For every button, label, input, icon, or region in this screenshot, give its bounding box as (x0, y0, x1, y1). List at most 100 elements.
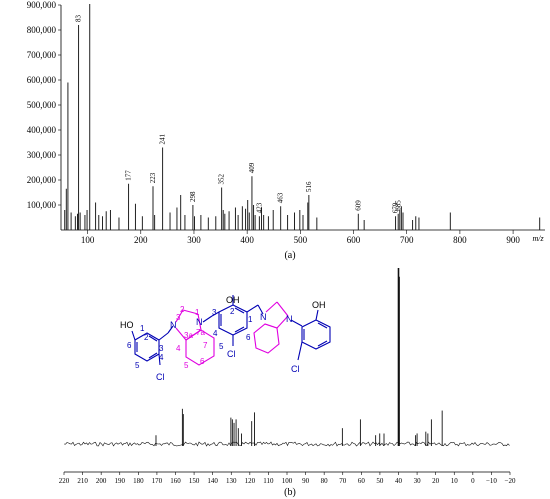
nmr-xtick-label: 70 (339, 477, 347, 485)
atom-number: 5 (219, 342, 224, 351)
nmr-xtick-label: 180 (133, 477, 144, 485)
central-phenol-ring (211, 295, 264, 346)
right-imidazolidine (253, 301, 289, 354)
atom-number: 2 (230, 307, 235, 316)
molecule-structure (131, 295, 331, 366)
atom-number: 1 (248, 315, 253, 324)
hydroxyl-label-right: OH (312, 300, 326, 310)
atom-number: 5 (184, 361, 189, 370)
right-phenol-ring (297, 309, 331, 361)
ms-peak-label: 298 (189, 191, 197, 202)
ms-peak-label: 223 (149, 172, 157, 183)
ms-ytick-label: 400,000 (27, 125, 57, 135)
ms-ytick-label: 300,000 (27, 150, 57, 160)
chloro-label-center: Cl (227, 349, 236, 359)
atom-number: 2 (180, 305, 185, 314)
ms-peak-label: 177 (125, 170, 133, 181)
nmr-xtick-label: 60 (358, 477, 366, 485)
nmr-baseline (63, 441, 510, 447)
ms-spectrum: 100,000 200,000 300,000 400,000 500,000 600,0… (27, 0, 545, 261)
ms-xtick-label: 200 (134, 235, 148, 245)
nitrogen-label-1: N (170, 320, 177, 330)
nitrogen-label-3: N (260, 312, 267, 322)
atom-number: 6 (200, 357, 205, 366)
ms-peak-label: 409 (248, 162, 256, 173)
ms-xtick-label: 300 (187, 235, 201, 245)
ms-ytick-label: 500,000 (27, 100, 57, 110)
ms-peak-label: 83 (75, 15, 83, 23)
ms-peak-label: 516 (305, 181, 313, 192)
nmr-xtick-label: 40 (395, 477, 403, 485)
nmr-xtick-label: 30 (414, 477, 422, 485)
hydroxyl-label-left: HO (120, 320, 134, 330)
nmr-xtick-label: 140 (207, 477, 218, 485)
nmr-spectrum: 220 210 200 190 180 170 160 150 140 130 120 110 100 9… (59, 268, 516, 498)
panel-label-a: (a) (284, 250, 295, 261)
nmr-xtick-label: 130 (226, 477, 237, 485)
atom-number: 6 (246, 333, 251, 342)
ms-xtick-label: 600 (347, 235, 361, 245)
nmr-xtick-label: 0 (471, 477, 475, 485)
nmr-xtick-label: 80 (321, 477, 329, 485)
ms-ytick-label: 700,000 (27, 50, 57, 60)
nmr-xtick-label: 90 (302, 477, 310, 485)
nmr-xtick-label: 210 (77, 477, 88, 485)
nmr-xtick-label: −10 (486, 477, 497, 485)
atom-number: 5 (135, 361, 140, 370)
ms-xtick-label: 400 (240, 235, 254, 245)
ms-peak-label: 609 (354, 200, 362, 211)
nmr-xtick-label: 170 (152, 477, 163, 485)
atom-numbers: 1 2 3 4 5 6 1 2 3 4 5 6 1 2 3 3a 4 5 6 7… (127, 305, 253, 370)
nmr-xtick-label: 220 (59, 477, 70, 485)
nmr-xtick-label: 20 (432, 477, 440, 485)
nitrogen-label-4: N (286, 314, 293, 324)
nmr-xtick-label: 120 (245, 477, 256, 485)
left-cyclohexane (185, 329, 215, 366)
atom-number: 6 (127, 341, 132, 350)
ms-ytick-label: 100,000 (27, 200, 57, 210)
ms-peak-label: 352 (218, 174, 226, 185)
chloro-label-left: Cl (156, 372, 165, 382)
ms-peak-label: 241 (159, 134, 167, 145)
nmr-xtick-label: 160 (170, 477, 181, 485)
atom-number: 3 (176, 313, 181, 322)
left-phenol-ring (131, 330, 169, 366)
nmr-xtick-label: 10 (451, 477, 459, 485)
chloro-label-right: Cl (291, 364, 300, 374)
nmr-xtick-label: 100 (282, 477, 293, 485)
atom-number: 2 (144, 333, 149, 342)
atom-number: 4 (213, 329, 218, 338)
ms-xtick-label: 800 (453, 235, 467, 245)
atom-number: 7 (203, 341, 208, 350)
panel-label-b: (b) (284, 487, 296, 498)
hydroxyl-label-center: OH (226, 295, 240, 305)
nmr-xtick-label: 110 (263, 477, 274, 485)
nmr-xtick-label: 190 (115, 477, 126, 485)
atom-number: 4 (176, 344, 181, 353)
atom-number: 3 (212, 308, 217, 317)
ms-xtick-label: 500 (294, 235, 308, 245)
ms-peak-label: 685 (395, 200, 403, 211)
atom-number: 1 (140, 324, 145, 333)
nitrogen-label-2: N (196, 317, 203, 327)
ms-ytick-label: 200,000 (27, 175, 57, 185)
nmr-xtick-label: 200 (96, 477, 107, 485)
ms-ytick-label: 600,000 (27, 75, 57, 85)
ms-peak-label: 423 (255, 202, 263, 213)
ms-ytick-label: 800,000 (27, 25, 57, 35)
ms-ytick-label: 900,000 (27, 0, 57, 10)
atom-number: 7a (196, 328, 205, 337)
atom-number: 4 (159, 353, 164, 362)
nmr-xtick-label: 150 (189, 477, 200, 485)
ms-peak-label: 463 (277, 192, 285, 203)
atom-number: 3 (159, 344, 164, 353)
ms-xtick-label: 100 (81, 235, 95, 245)
nmr-xtick-label: 50 (376, 477, 384, 485)
nmr-xtick-label: −20 (505, 477, 516, 485)
atom-number: 3a (184, 331, 193, 340)
atom-number: 1 (195, 308, 200, 317)
ms-peak-label: 679 (392, 202, 400, 213)
ms-xtick-label: 900 (506, 235, 520, 245)
ms-xlabel: m/z (532, 234, 544, 243)
